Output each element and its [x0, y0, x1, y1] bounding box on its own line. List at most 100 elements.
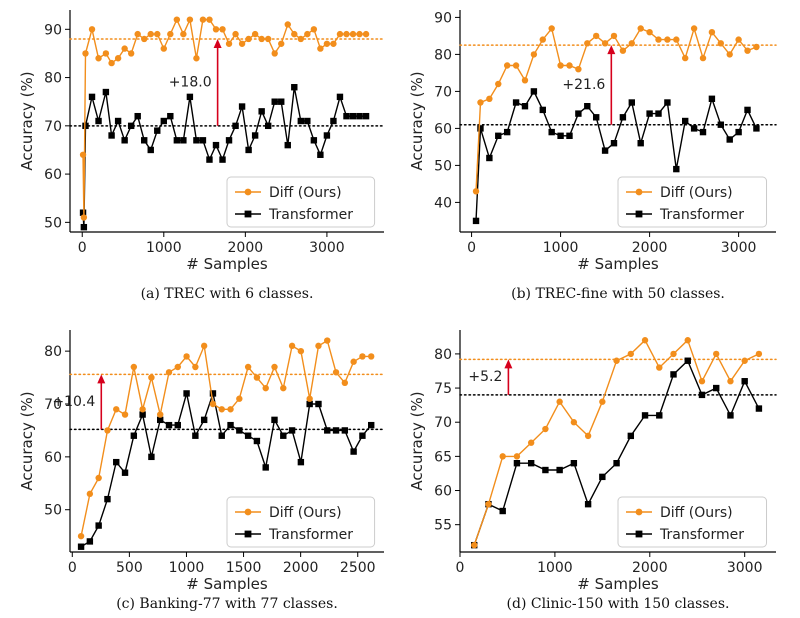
- legend-entry-label: Transformer: [659, 527, 744, 543]
- data-point: [527, 439, 535, 446]
- y-axis-label: Accuracy (%): [18, 391, 36, 490]
- data-point: [262, 464, 269, 471]
- y-tick-label: 75: [434, 381, 452, 397]
- data-point: [727, 378, 734, 385]
- gain-arrow-head: [607, 45, 616, 55]
- data-point: [556, 466, 563, 474]
- data-point: [130, 432, 138, 439]
- data-point: [154, 127, 161, 134]
- data-point: [566, 62, 573, 69]
- data-point: [575, 110, 582, 117]
- data-point: [637, 25, 644, 32]
- data-point: [556, 398, 563, 405]
- data-point: [310, 137, 318, 144]
- data-point: [121, 411, 129, 418]
- data-point: [330, 117, 337, 125]
- data-point: [570, 460, 578, 467]
- data-point: [160, 117, 167, 125]
- subfigure-caption: (d) Clinic-150 with 150 classes.: [507, 596, 730, 612]
- data-point: [698, 391, 706, 399]
- data-point: [575, 66, 582, 73]
- data-point: [278, 40, 285, 47]
- data-point: [253, 437, 261, 445]
- gain-annotation-label: +5.2: [468, 369, 502, 385]
- legend-marker: [635, 210, 643, 218]
- legend-box: [226, 176, 376, 228]
- gain-annotation-label: +10.4: [52, 394, 95, 410]
- data-point: [244, 363, 252, 371]
- data-point: [206, 156, 213, 163]
- data-point: [134, 112, 141, 120]
- data-point: [664, 99, 671, 106]
- data-point: [610, 32, 618, 40]
- chart-panel-3: 50 60 70 80 0 500 1000 1500 2000 2500 # Samples Acc…: [18, 330, 385, 612]
- data-point: [527, 460, 535, 467]
- data-point: [306, 395, 313, 402]
- data-point: [134, 30, 141, 38]
- data-point: [755, 350, 763, 358]
- data-point: [264, 122, 272, 130]
- x-axis-label: # Samples: [186, 575, 268, 593]
- legend-entry-label: Diff (Ours): [269, 185, 342, 201]
- data-point: [232, 122, 239, 130]
- data-point: [180, 30, 187, 38]
- data-point: [304, 117, 311, 125]
- data-point: [271, 98, 278, 105]
- data-point: [127, 122, 135, 130]
- x-tick-label: 500: [116, 560, 143, 576]
- data-point: [619, 47, 627, 54]
- data-point: [690, 125, 698, 132]
- data-point: [368, 421, 375, 429]
- data-point: [86, 490, 94, 498]
- data-point: [619, 114, 627, 121]
- data-point: [82, 50, 89, 57]
- data-point: [284, 141, 291, 149]
- data-point: [548, 128, 555, 136]
- data-point: [741, 378, 748, 385]
- data-point: [495, 132, 502, 139]
- data-point: [262, 384, 269, 392]
- data-point: [174, 421, 181, 429]
- legend-entry-label: Transformer: [268, 207, 353, 223]
- subfigure-caption: (b) TREC-fine with 50 classes.: [511, 286, 725, 302]
- legend-entry-label: Diff (Ours): [660, 505, 733, 521]
- y-tick-label: 60: [44, 450, 62, 466]
- x-tick-label: 1500: [226, 560, 262, 576]
- data-point: [584, 40, 591, 47]
- data-point: [530, 88, 538, 95]
- data-point: [699, 128, 707, 136]
- data-point: [539, 36, 546, 43]
- data-point: [641, 412, 649, 419]
- y-tick-label: 80: [434, 47, 452, 63]
- data-point: [655, 110, 662, 117]
- data-point: [656, 412, 663, 419]
- data-point: [332, 369, 340, 376]
- data-point: [646, 110, 653, 117]
- legend-entry-label: Transformer: [659, 207, 744, 223]
- data-point: [330, 40, 337, 47]
- data-point: [271, 416, 278, 424]
- data-point: [183, 353, 190, 360]
- data-point: [238, 40, 246, 47]
- data-point: [280, 384, 287, 392]
- data-point: [218, 406, 225, 413]
- data-point: [114, 117, 122, 125]
- legend-marker: [244, 188, 252, 196]
- data-point: [684, 357, 691, 364]
- data-point: [512, 62, 520, 69]
- gain-annotation-label: +18.0: [169, 74, 212, 90]
- data-point: [278, 98, 285, 105]
- legend-box: [226, 496, 376, 548]
- data-point: [280, 432, 287, 439]
- y-tick-label: 60: [44, 167, 62, 183]
- data-point: [566, 132, 573, 139]
- data-point: [102, 88, 110, 96]
- legend-marker: [244, 508, 252, 516]
- data-point: [227, 421, 234, 429]
- data-point: [713, 384, 720, 392]
- data-point: [610, 140, 618, 147]
- data-point: [628, 40, 635, 47]
- data-point: [486, 95, 493, 103]
- data-point: [592, 32, 600, 40]
- data-point: [317, 45, 324, 52]
